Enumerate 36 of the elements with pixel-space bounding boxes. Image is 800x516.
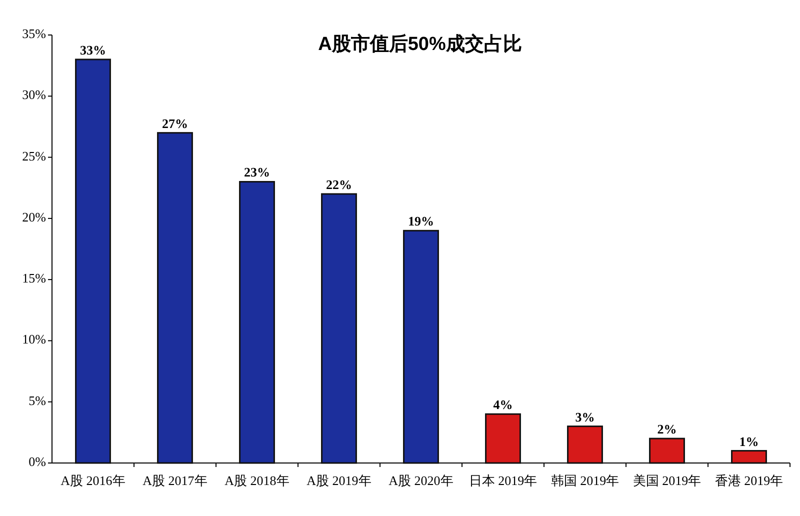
bar (403, 230, 439, 464)
y-tick-label: 25% (22, 148, 46, 164)
x-tick-label: A股 2018年 (224, 473, 290, 488)
bar (649, 438, 685, 464)
x-tick-label: 韩国 2019年 (550, 473, 620, 488)
bar (75, 58, 111, 464)
y-tick-label: 10% (22, 332, 46, 347)
data-label: 3% (575, 409, 595, 424)
y-tick-label: 0% (28, 454, 46, 469)
bar (157, 132, 193, 464)
x-tick-label: 美国 2019年 (632, 473, 702, 488)
data-label: 33% (80, 42, 106, 58)
data-label: 22% (326, 176, 352, 192)
x-tick-label: A股 2016年 (60, 473, 126, 488)
y-tick-label: 5% (28, 392, 46, 408)
bar (321, 193, 357, 464)
bar (567, 426, 603, 464)
y-tick-label: 20% (22, 209, 46, 224)
y-tick-label: 15% (22, 270, 46, 286)
y-tick-label: 35% (22, 26, 46, 41)
x-tick-label: 日本 2019年 (468, 473, 538, 488)
bar (239, 180, 275, 464)
data-label: 19% (408, 214, 434, 229)
data-label: 2% (657, 422, 677, 437)
bar (731, 450, 767, 464)
bar (485, 413, 521, 464)
data-label: 23% (244, 164, 270, 180)
data-label: 1% (739, 434, 759, 449)
x-tick-label: A股 2017年 (142, 473, 208, 488)
data-label: 4% (493, 397, 513, 412)
x-tick-label: A股 2020年 (388, 473, 454, 488)
x-tick-label: A股 2019年 (306, 473, 372, 488)
chart-title: A股市值后50%成交占比 (318, 33, 522, 55)
y-tick-label: 30% (22, 87, 46, 102)
data-label: 27% (162, 116, 188, 131)
x-tick-label: 香港 2019年 (714, 473, 784, 488)
